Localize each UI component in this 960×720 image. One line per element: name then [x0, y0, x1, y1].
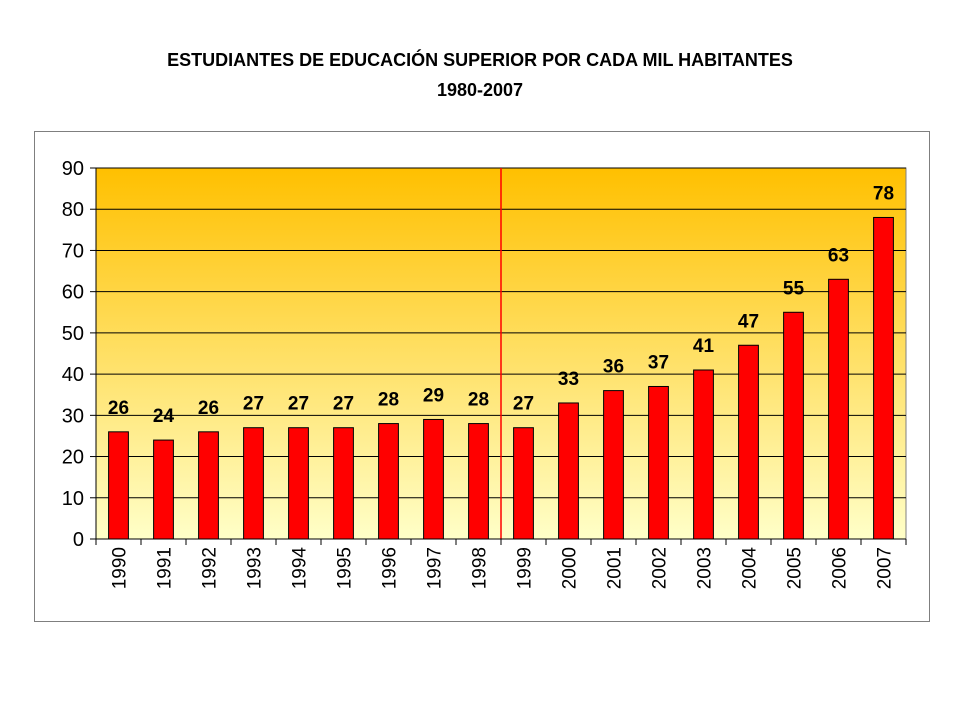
- bar: [513, 427, 534, 540]
- data-label: 24: [153, 406, 175, 427]
- bar: [423, 418, 444, 540]
- bar: [198, 431, 219, 540]
- x-tick-label: 1993: [245, 547, 266, 589]
- bar: [333, 427, 354, 540]
- x-tick-label: 2001: [605, 547, 626, 589]
- data-label: 55: [783, 278, 805, 299]
- data-label: 63: [828, 245, 849, 266]
- bar: [648, 385, 669, 540]
- data-label: 28: [468, 390, 489, 411]
- x-tick-label: 1996: [380, 547, 401, 589]
- data-labels: 26 24 26 27 27 27 28 29 28 27 33 36 37 41 47 55 63 78: [108, 183, 894, 427]
- x-axis: 1990 1991 1992 1993 1994 1995 1996 1997 1998 1999…: [95, 538, 907, 590]
- y-tick-label: 20: [62, 447, 84, 469]
- bar: [108, 431, 129, 540]
- x-tick-label: 2000: [560, 547, 581, 589]
- bar: [873, 216, 894, 540]
- x-tick-label: 1999: [515, 547, 536, 589]
- data-label: 26: [108, 398, 129, 419]
- data-label: 27: [243, 394, 264, 415]
- y-tick-label: 70: [62, 240, 84, 262]
- y-tick-label: 10: [62, 488, 84, 510]
- y-tick-label: 30: [62, 405, 84, 427]
- x-tick-label: 1992: [200, 547, 221, 589]
- x-tick-label: 2006: [830, 547, 851, 589]
- chart-title: ESTUDIANTES DE EDUCACIÓN SUPERIOR POR CA…: [167, 50, 793, 70]
- x-tick-label: 1990: [110, 547, 131, 589]
- x-tick-label: 1991: [155, 547, 176, 589]
- data-label: 36: [603, 357, 624, 378]
- data-label: 26: [198, 398, 219, 419]
- bars: [108, 216, 894, 540]
- x-tick-label: 2004: [740, 547, 761, 590]
- x-tick-label: 1997: [425, 547, 446, 589]
- bar: [153, 439, 174, 540]
- bar: [603, 390, 624, 540]
- data-label: 41: [693, 336, 715, 357]
- bar: [558, 402, 579, 540]
- x-tick-label: 1994: [290, 547, 311, 590]
- y-tick-label: 0: [73, 529, 84, 551]
- y-tick-label: 80: [62, 199, 84, 221]
- bar: [288, 427, 309, 540]
- x-tick-label: 2003: [695, 547, 716, 589]
- x-tick-label: 2005: [785, 547, 806, 589]
- bar: [783, 311, 804, 540]
- data-label: 27: [333, 394, 354, 415]
- data-label: 29: [423, 385, 444, 406]
- bar: [468, 423, 489, 540]
- data-label: 47: [738, 311, 759, 332]
- x-tick-label: 2002: [650, 547, 671, 589]
- y-tick-label: 60: [62, 282, 84, 304]
- x-tick-label: 1995: [335, 547, 356, 589]
- x-tick-label: 2007: [875, 547, 896, 589]
- y-tick-label: 40: [62, 364, 84, 386]
- chart-subtitle: 1980-2007: [436, 80, 524, 100]
- data-label: 27: [288, 394, 309, 415]
- y-axis: 0 10 20 30 40 50 60 70 80 90: [62, 158, 97, 551]
- x-tick-label: 1998: [470, 547, 491, 589]
- y-tick-label: 90: [62, 158, 84, 180]
- bar: [693, 369, 714, 540]
- bar: [828, 278, 849, 540]
- bar: [243, 427, 264, 540]
- data-label: 28: [378, 390, 399, 411]
- bar: [738, 344, 759, 540]
- y-tick-label: 50: [62, 323, 84, 345]
- bar: [378, 423, 399, 540]
- data-label: 27: [513, 394, 534, 415]
- data-label: 33: [558, 369, 579, 390]
- data-label: 37: [648, 352, 669, 373]
- data-label: 78: [873, 183, 894, 204]
